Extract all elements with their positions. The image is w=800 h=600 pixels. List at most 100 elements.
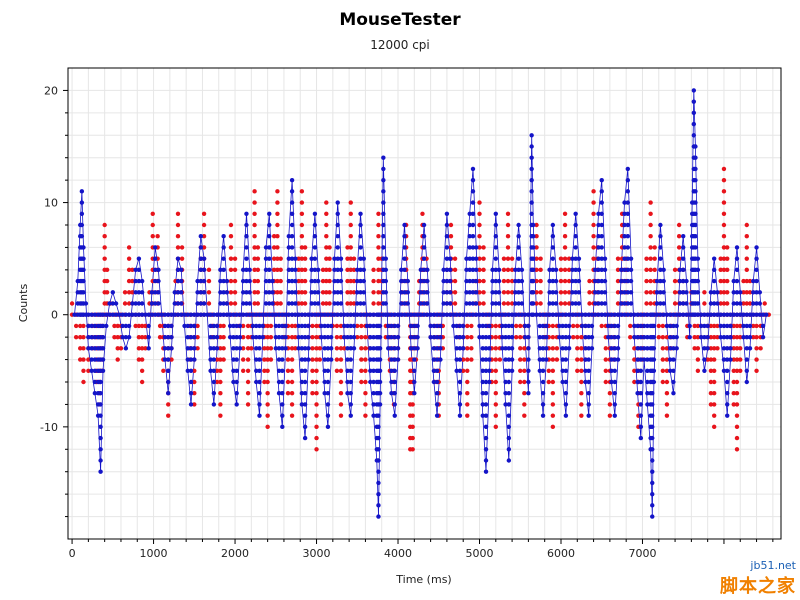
y-count-point [457, 323, 463, 329]
y-count-point [651, 334, 657, 340]
y-count-point [583, 346, 588, 351]
x-count-point [721, 222, 727, 228]
y-count-point [376, 413, 381, 418]
x-count-point [130, 267, 135, 273]
y-count-point [566, 323, 572, 329]
y-count-point [355, 312, 360, 317]
y-count-point [371, 323, 376, 329]
y-count-point [234, 402, 239, 407]
y-count-point [348, 413, 353, 418]
x-count-point [562, 234, 568, 239]
y-count-point [428, 323, 433, 329]
y-count-point [576, 312, 582, 317]
x-count-point [166, 413, 171, 418]
y-count-point [757, 290, 763, 295]
x-count-point [278, 290, 283, 295]
y-count-point [98, 424, 103, 430]
x-count-point [296, 301, 301, 306]
y-count-point [381, 155, 386, 160]
x-count-point [348, 222, 353, 228]
y-count-point [615, 334, 621, 340]
x-count-point [228, 267, 234, 273]
y-count-point [693, 234, 698, 239]
y-count-point [175, 267, 181, 273]
x-count-point [452, 278, 458, 284]
y-count-point [425, 312, 430, 317]
y-count-point [152, 267, 158, 273]
y-count-point [358, 267, 363, 273]
y-count-point [309, 256, 314, 261]
x-count-point [133, 323, 138, 329]
y-count-point [254, 368, 259, 373]
y-count-point [315, 278, 321, 284]
x-count-point [289, 368, 295, 373]
y-count-point [361, 290, 366, 295]
y-count-point [208, 357, 213, 362]
y-count-point [470, 256, 476, 261]
y-count-point [550, 256, 556, 261]
x-count-point [664, 379, 670, 385]
y-count-point [654, 312, 660, 317]
y-count-point [169, 334, 174, 340]
y-count-point [457, 391, 463, 396]
watermark-url: jb51.net [750, 559, 796, 572]
y-count-point [162, 312, 168, 317]
x-count-point [695, 323, 701, 329]
y-count-point [457, 334, 463, 340]
x-count-point [579, 402, 584, 407]
x-count-point [265, 379, 270, 385]
y-count-point [650, 503, 655, 508]
y-count-point [474, 256, 479, 261]
y-count-point [250, 334, 256, 340]
y-count-point [201, 301, 207, 306]
y-count-point [100, 368, 106, 373]
y-count-point [467, 278, 472, 284]
x-count-point [240, 368, 246, 373]
x-count-point [566, 278, 572, 284]
y-count-point [348, 346, 353, 351]
y-count-point [602, 301, 608, 306]
x-count-point [566, 301, 572, 306]
x-count-point [275, 234, 280, 239]
y-count-point [325, 379, 331, 385]
x-count-point [221, 346, 226, 351]
x-count-point [299, 200, 305, 205]
x-count-point [221, 334, 226, 340]
x-count-point [410, 447, 415, 452]
y-count-point [593, 278, 598, 284]
x-count-point [711, 357, 717, 362]
x-count-point [285, 357, 291, 362]
y-count-point [276, 391, 282, 396]
x-count-point [363, 402, 368, 407]
y-count-point [650, 424, 655, 430]
y-count-point [599, 222, 604, 228]
x-count-point [348, 267, 353, 273]
y-count-point [708, 312, 714, 317]
y-count-point [596, 278, 601, 284]
y-count-point [560, 368, 565, 373]
y-count-point [751, 290, 756, 295]
y-count-point [351, 323, 357, 329]
y-count-point [322, 379, 327, 385]
y-count-point [392, 334, 397, 340]
x-count-point [481, 278, 486, 284]
y-count-point [377, 379, 383, 385]
y-count-point [444, 301, 450, 306]
y-count-point [744, 312, 749, 317]
y-count-point [589, 334, 595, 340]
y-count-point [306, 334, 311, 340]
y-count-point [231, 334, 236, 340]
y-count-point [188, 323, 194, 329]
x-count-point [302, 245, 308, 250]
x-count-point [718, 290, 723, 295]
y-count-point [628, 301, 634, 306]
y-count-point [526, 346, 531, 351]
x-count-point [410, 435, 415, 441]
x-count-point [122, 301, 128, 306]
x-count-point [672, 301, 678, 306]
x-count-point [505, 278, 511, 284]
y-count-point [293, 256, 298, 261]
x-count-point [751, 334, 756, 340]
y-count-point [470, 278, 476, 284]
y-count-point [283, 312, 288, 317]
